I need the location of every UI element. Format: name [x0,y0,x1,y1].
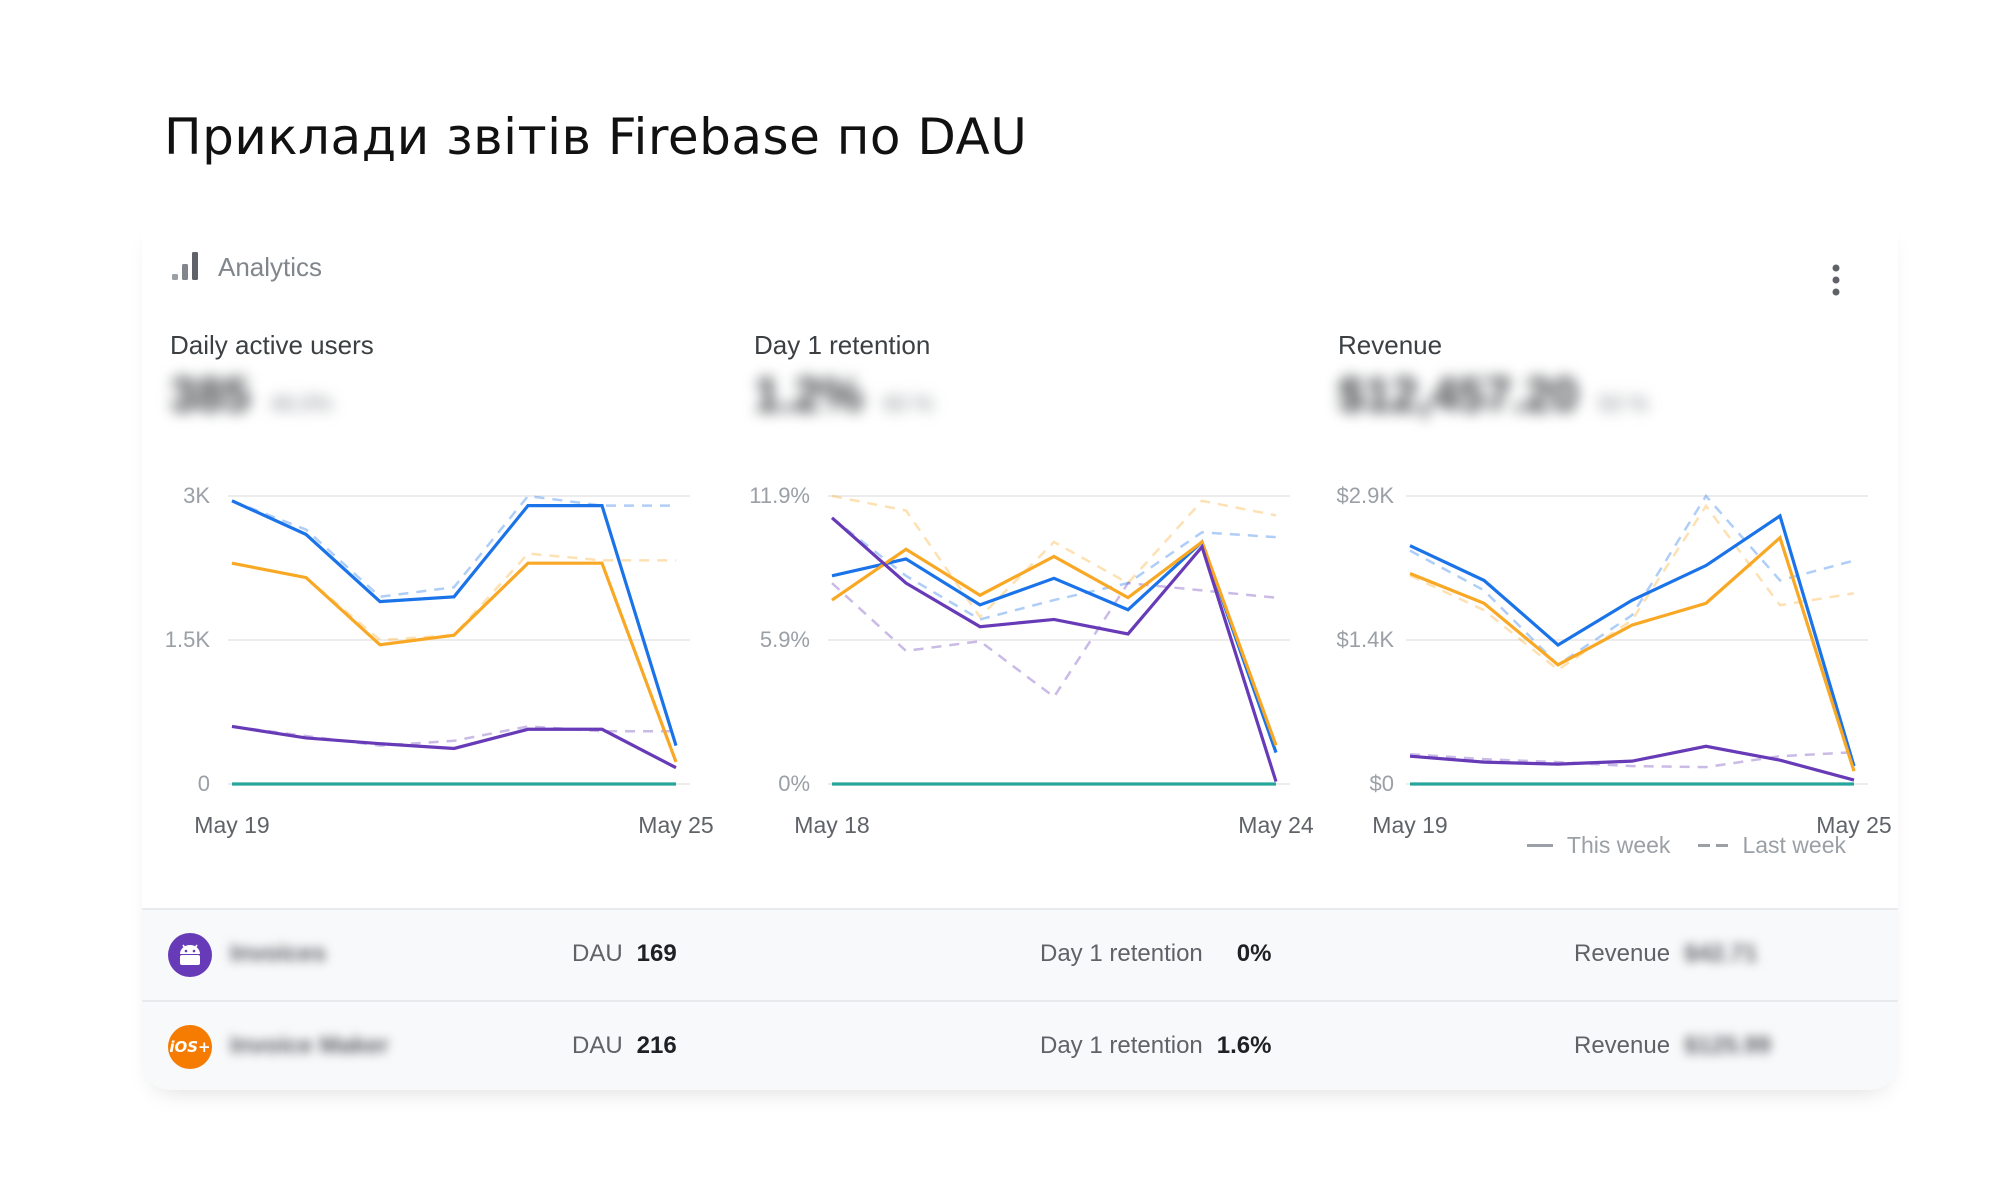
revenue-label: Revenue [1574,1032,1671,1059]
ios-icon: iOS+ [168,1025,212,1069]
y-tick-label: 0% [778,771,810,796]
x-tick-label: May 19 [1372,812,1447,838]
chart-daily-active-users: Daily active users 385 46.0% 3K 1.5K 0 M… [165,330,730,850]
last-week-series-line [1409,493,1855,667]
x-tick-label: May 18 [794,812,869,838]
chart-title: Daily active users [170,330,374,360]
chart-plot: 11.9% 5.9% 0% May 18 May 24 [749,483,1314,838]
legend-label: Last week [1742,832,1846,858]
last-week-series-line [231,494,676,599]
last-week-series-line [831,516,1277,621]
chart-delta: 46.0% [270,391,333,416]
chart-total: $12,457.20 [1338,369,1579,422]
chart-revenue: Revenue $12,457.20 50 % $2.9K $1.4K $0 M… [1337,330,1898,850]
y-tick-label: 5.9% [760,627,810,652]
chart-legend: This week Last week [1526,832,1846,859]
page-title: Приклади звітів Firebase по DAU [164,108,1028,166]
app-row[interactable]: Invoices DAU 169 Day 1 retention 0% Reve… [142,910,1898,1000]
y-tick-label: 0 [198,771,210,796]
y-tick-label: $1.4K [1337,627,1395,652]
chart-summary-value: 1.2% 60 % [754,368,934,423]
last-week-series-line [1409,750,1855,769]
this-week-series-line [830,516,1278,783]
app-retention: Day 1 retention 0% [1040,940,1271,968]
y-tick-label: 11.9% [749,483,810,508]
app-row[interactable]: iOS+ Invoice Maker DAU 216 Day 1 retenti… [142,1000,1898,1092]
this-week-series-line [231,724,677,770]
app-name: Invoices [230,940,327,967]
chart-title: Revenue [1338,330,1443,360]
app-dau: DAU 216 [572,1032,677,1060]
app-revenue: Revenue $125.99 [1574,1032,1771,1060]
x-tick-label: May 19 [194,812,269,838]
legend-this-week: This week [1526,832,1671,859]
retention-value: 0% [1236,940,1272,967]
revenue-value: $125.99 [1684,1032,1771,1059]
this-week-series-line [231,561,678,763]
y-tick-label: $0 [1370,771,1394,796]
legend-label: This week [1566,832,1671,858]
retention-label: Day 1 retention [1040,1032,1203,1059]
chart-total: 1.2% [754,369,864,422]
app-name: Invoice Maker [230,1032,389,1059]
last-week-series-line [1409,503,1855,672]
app-list: Invoices DAU 169 Day 1 retention 0% Reve… [142,908,1898,1090]
chart-summary-value: 385 46.0% [170,368,332,423]
x-tick-label: May 25 [638,812,713,838]
this-week-series-line [1409,744,1855,782]
dau-label: DAU [572,1032,623,1059]
this-week-series-line [231,499,678,747]
analytics-label: Analytics [218,252,323,282]
android-icon [168,933,212,977]
this-week-series-line [1409,513,1856,767]
analytics-card: Analytics Daily active users 385 46.0% 3… [142,218,1898,1090]
chart-total: 385 [170,369,251,422]
app-revenue: Revenue $42.71 [1574,940,1757,968]
chart-plot: $2.9K $1.4K $0 May 19 May 25 [1337,483,1892,838]
this-week-series-line [1409,534,1856,772]
more-vert-icon[interactable] [1826,262,1846,302]
retention-label: Day 1 retention [1040,940,1203,967]
card-header: Analytics [170,248,322,287]
app-dau: DAU 169 [572,940,677,968]
chart-delta: 60 % [883,391,934,416]
dau-label: DAU [572,940,623,967]
revenue-value: $42.71 [1684,940,1758,967]
dau-value: 169 [636,940,677,967]
this-week-series-line [831,539,1278,746]
last-week-series-line [831,581,1277,699]
bar-chart-icon [170,248,200,287]
x-tick-label: May 25 [1816,812,1891,838]
revenue-label: Revenue [1574,940,1671,967]
last-week-series-line [231,725,676,747]
dashed-line-swatch [1698,844,1729,847]
y-tick-label: $2.9K [1337,483,1395,508]
chart-delta: 50 % [1598,391,1649,416]
y-tick-label: 3K [183,483,210,508]
chart-title: Day 1 retention [754,330,931,360]
x-tick-label: May 24 [1238,812,1314,838]
y-tick-label: 1.5K [165,627,211,652]
chart-day-1-retention: Day 1 retention 1.2% 60 % 11.9% 5.9% 0% … [749,330,1314,850]
dau-value: 216 [636,1032,677,1059]
app-retention: Day 1 retention 1.6% [1040,1032,1271,1060]
chart-plot: 3K 1.5K 0 May 19 May 25 [165,483,714,838]
solid-line-swatch [1526,844,1553,847]
retention-value: 1.6% [1216,1032,1272,1059]
legend-last-week: Last week [1698,832,1846,859]
last-week-series-line [831,494,1277,619]
chart-summary-value: $12,457.20 50 % [1338,368,1648,423]
